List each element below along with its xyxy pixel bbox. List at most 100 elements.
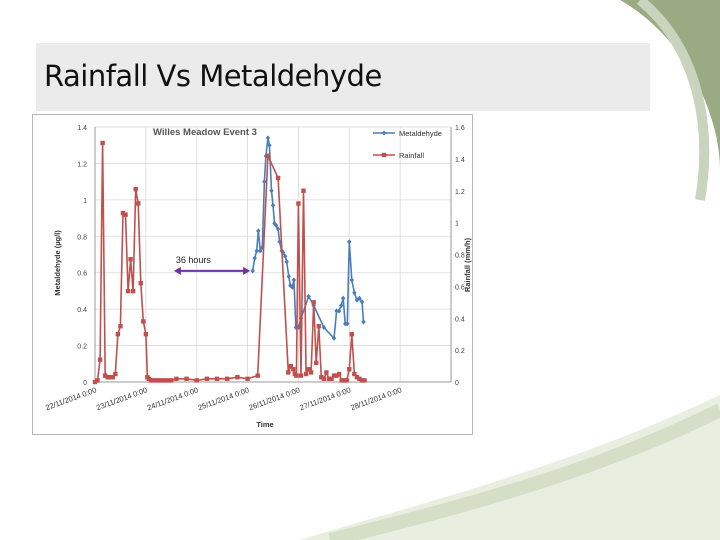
metaldehyde-series-line	[251, 137, 365, 341]
rainfall-point	[110, 375, 115, 380]
rainfall-point	[148, 378, 154, 383]
combo-line-chart: 0 0.2 0.4 0.6 0.8 1 1.2 1.4 0 0.2 0.4 0.6 0.8 1 1.2 1.4…	[44, 125, 472, 429]
x-tick-label: 28/11/2014 0:00	[349, 385, 403, 412]
rainfall-point	[105, 375, 110, 380]
metaldehyde-point	[349, 277, 355, 283]
metaldehyde-legend-label: Metaldehyde	[399, 129, 442, 138]
rainfall-point	[352, 371, 357, 377]
rainfall-point	[334, 373, 339, 378]
metaldehyde-point	[338, 302, 344, 309]
rainfall-point	[174, 376, 179, 382]
metaldehyde-point	[361, 319, 366, 325]
rainfall-point	[108, 375, 113, 380]
metaldehyde-point	[273, 222, 279, 228]
annotation-group: 36 hours	[173, 255, 251, 275]
rainfall-point	[204, 376, 210, 382]
rainfall-point	[316, 324, 321, 329]
y2-tick-label: 0.4	[455, 316, 465, 323]
rainfall-point	[319, 375, 324, 380]
rainfall-point	[245, 376, 250, 382]
metaldehyde-point	[252, 255, 257, 261]
annotation-arrowhead-left	[173, 266, 181, 275]
chart-panel: 0 0.2 0.4 0.6 0.8 1 1.2 1.4 0 0.2 0.4 0.6 0.8 1 1.2 1.4…	[32, 114, 473, 435]
metaldehyde-point	[347, 239, 352, 245]
rainfall-point	[130, 288, 136, 294]
x-tick-label: 23/11/2014 0:00	[95, 385, 149, 412]
metaldehyde-point	[290, 284, 295, 290]
rainfall-point	[303, 371, 309, 377]
metaldehyde-legend-marker	[381, 130, 387, 136]
rainfall-point	[324, 370, 329, 375]
axes: 0 0.2 0.4 0.6 0.8 1 1.2 1.4 0 0.2 0.4 0.6 0.8 1 1.2 1.4…	[44, 125, 465, 412]
y-tick-label: 1	[83, 198, 87, 205]
rainfall-point	[225, 376, 230, 382]
metaldehyde-point	[340, 295, 346, 301]
metaldehyde-point	[357, 295, 362, 301]
rainfall-point	[100, 140, 105, 146]
rainfall-point	[156, 378, 161, 383]
title-banner: Rainfall Vs Metaldehyde	[36, 43, 650, 111]
rainfall-point	[141, 319, 146, 324]
y2-tick-label: 1	[455, 221, 459, 228]
chart-title: Willes Meadow Event 3	[153, 127, 257, 138]
metaldehyde-point	[258, 248, 263, 254]
rainfall-point	[339, 378, 344, 383]
metaldehyde-point	[345, 321, 350, 327]
rainfall-point	[153, 378, 159, 383]
swoosh-top-stroke	[636, 0, 710, 201]
x-tick-label: 26/11/2014 0:00	[248, 385, 302, 412]
rainfall-point	[95, 378, 100, 383]
rainfall-point	[214, 376, 220, 382]
rainfall-point	[169, 378, 174, 383]
y-tick-label: 1.2	[77, 161, 87, 168]
rainfall-point	[347, 367, 352, 372]
rainfall-point	[286, 370, 291, 375]
rainfall-point	[133, 186, 138, 192]
rainfall-point	[357, 376, 362, 382]
rainfall-legend-label: Rainfall	[399, 151, 424, 160]
rainfall-point	[275, 175, 281, 181]
rainfall-point	[294, 373, 299, 378]
rainfall-point	[291, 367, 296, 372]
rainfall-point	[255, 373, 260, 378]
rainfall-series-line	[94, 142, 365, 383]
legend: Metaldehyde Rainfall	[373, 129, 442, 160]
rainfall-point	[342, 378, 347, 383]
swoosh-bottom-stroke	[328, 403, 720, 540]
rainfall-point	[301, 188, 306, 193]
y-tick-label: 0.6	[77, 271, 87, 278]
rainfall-point	[158, 378, 164, 383]
rainfall-point	[194, 378, 199, 383]
metaldehyde-point	[336, 308, 342, 314]
rainfall-point	[308, 370, 314, 375]
rainfall-point	[136, 201, 141, 206]
y2-tick-label: 0.2	[455, 348, 465, 355]
rainfall-point	[115, 331, 121, 337]
rainfall-point	[166, 378, 171, 383]
metaldehyde-point	[262, 179, 267, 185]
y-tick-label: 0.2	[77, 344, 87, 351]
rainfall-point	[329, 376, 334, 382]
y2-tick-label: 1.4	[455, 157, 465, 164]
y-axis-label: Metaldehyde (µg/l)	[53, 230, 62, 296]
rainfall-point	[184, 376, 189, 382]
metaldehyde-point	[284, 259, 289, 265]
rainfall-point	[296, 201, 301, 206]
y2-axis-label: Rainfall (mm/h)	[463, 237, 472, 292]
rainfall-point	[235, 375, 240, 380]
rainfall-point	[288, 363, 293, 369]
rainfall-point	[120, 210, 126, 216]
rainfall-point	[314, 360, 319, 366]
rainfall-point	[161, 378, 166, 383]
metaldehyde-point	[275, 226, 281, 232]
y2-tick-label: 0	[455, 380, 459, 387]
x-axis-label: Time	[256, 420, 273, 429]
rainfall-point	[164, 378, 169, 383]
rainfall-point	[326, 376, 332, 382]
rainfall-point	[298, 373, 304, 378]
metaldehyde-point	[267, 142, 272, 148]
series	[92, 135, 367, 385]
rainfall-point	[97, 357, 103, 362]
metaldehyde-point	[334, 308, 339, 314]
